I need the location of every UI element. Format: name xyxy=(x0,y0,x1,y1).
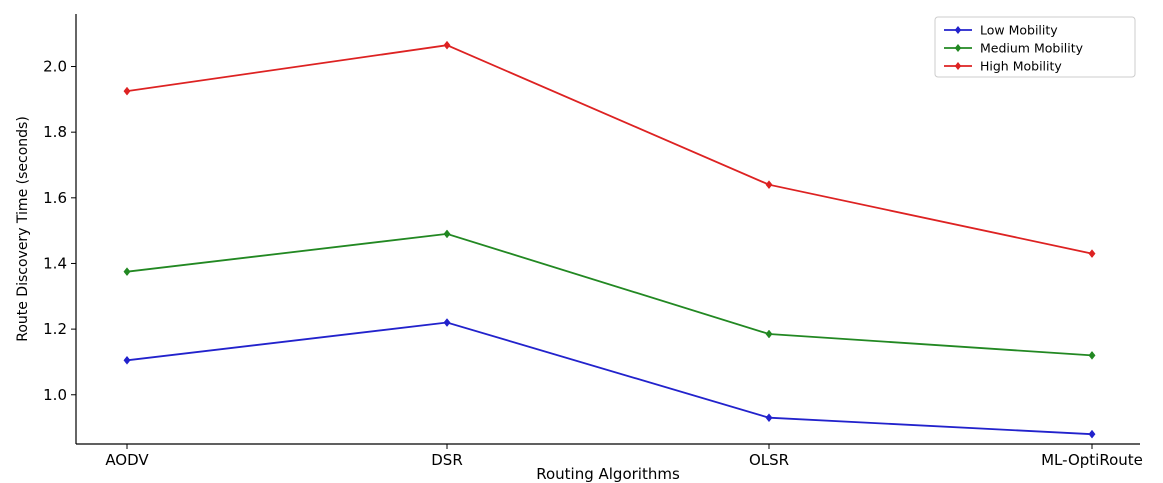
data-point-medium-mobility xyxy=(765,329,773,339)
data-point-low-mobility xyxy=(123,355,131,365)
series-line-low-mobility xyxy=(126,321,1093,436)
x-tick-label-dsr: DSR xyxy=(431,451,463,469)
x-tick-label-aodv: AODV xyxy=(105,451,149,469)
legend-marker-medium-mobility xyxy=(954,44,962,52)
data-point-high-mobility xyxy=(1088,249,1096,259)
series-line-medium-mobility xyxy=(126,232,1093,357)
legend-marker-high-mobility xyxy=(954,62,962,70)
series-line-high-mobility xyxy=(126,44,1093,255)
legend-label-low-mobility: Low Mobility xyxy=(980,23,1058,38)
x-tick-label-olsr: OLSR xyxy=(749,451,789,469)
data-point-medium-mobility xyxy=(1088,350,1096,360)
x-axis-label: Routing Algorithms xyxy=(536,465,680,483)
series-group xyxy=(123,40,1096,439)
legend-label-high-mobility: High Mobility xyxy=(980,59,1062,74)
legend: Low Mobility Medium Mobility High Mobility xyxy=(934,16,1136,78)
y-tick-label: 1.2 xyxy=(43,320,67,338)
x-tick-label-ml-optiroute: ML-OptiRoute xyxy=(1041,451,1143,469)
axes xyxy=(75,14,1140,445)
y-tick-label: 1.0 xyxy=(43,386,67,404)
legend-marker-low-mobility xyxy=(954,26,962,34)
series-low-mobility xyxy=(123,318,1096,439)
series-medium-mobility xyxy=(123,229,1096,360)
data-point-low-mobility xyxy=(765,413,773,423)
y-ticks: 1.0 1.2 1.4 1.6 1.8 2.0 xyxy=(43,58,76,404)
series-high-mobility xyxy=(123,40,1096,259)
legend-label-medium-mobility: Medium Mobility xyxy=(980,41,1084,56)
legend-box xyxy=(934,16,1136,78)
y-axis-label: Route Discovery Time (seconds) xyxy=(15,116,31,342)
data-point-medium-mobility xyxy=(123,267,131,277)
data-point-high-mobility xyxy=(443,40,451,50)
data-point-high-mobility xyxy=(765,180,773,190)
data-point-medium-mobility xyxy=(443,229,451,239)
y-tick-label: 1.6 xyxy=(43,189,67,207)
data-point-low-mobility xyxy=(1088,429,1096,439)
y-tick-label: 2.0 xyxy=(43,58,67,76)
y-tick-label: 1.8 xyxy=(43,123,67,141)
y-tick-label: 1.4 xyxy=(43,254,67,272)
x-ticks: AODV DSR OLSR ML-OptiRoute xyxy=(105,444,1143,469)
data-point-high-mobility xyxy=(123,86,131,96)
data-point-low-mobility xyxy=(443,318,451,327)
